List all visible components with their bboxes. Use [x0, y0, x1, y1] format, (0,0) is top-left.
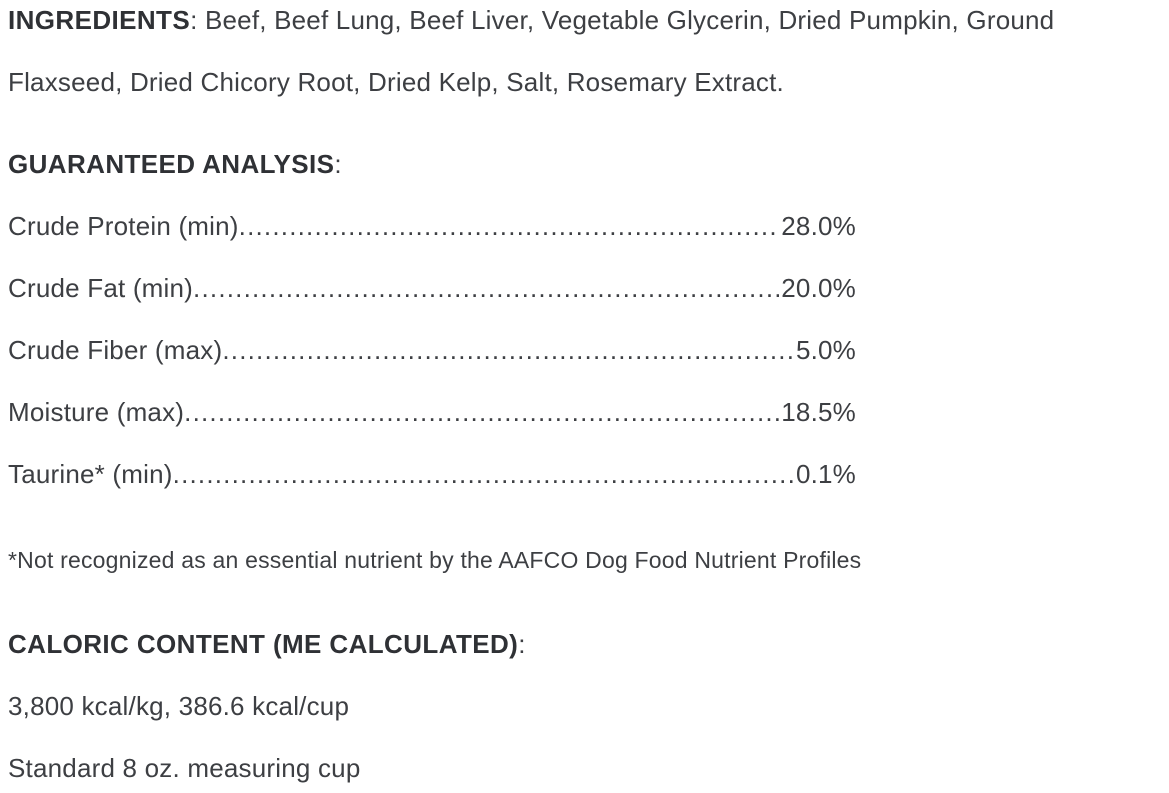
ingredients-heading: INGREDIENTS [8, 5, 191, 35]
ingredients-separator: : [190, 5, 205, 35]
guaranteed-analysis-heading: GUARANTEED ANALYSIS [8, 149, 335, 179]
aafco-footnote: *Not recognized as an essential nutrient… [8, 547, 862, 573]
nutrient-value: 18.5% [779, 381, 856, 443]
nutrient-label: Crude Fiber (max) [8, 335, 223, 365]
nutrient-label: Crude Fat (min) [8, 273, 194, 303]
table-row: Crude Fat (min).........................… [8, 257, 856, 319]
table-row: Crude Fiber (max).......................… [8, 319, 856, 381]
nutrient-label: Moisture (max) [8, 397, 185, 427]
guaranteed-analysis-colon: : [334, 149, 342, 179]
nutrient-value: 28.0% [779, 195, 856, 257]
caloric-energy-line: 3,800 kcal/kg, 386.6 kcal/cup [8, 691, 350, 721]
measuring-cup-line: Standard 8 oz. measuring cup [8, 753, 361, 783]
dot-leader: ........................................… [222, 335, 856, 365]
guaranteed-analysis-table: Crude Protein (min).....................… [8, 195, 1161, 505]
dot-leader: ........................................… [193, 273, 856, 303]
nutrient-value: 20.0% [779, 257, 856, 319]
nutrient-label: Crude Protein (min) [8, 211, 239, 241]
nutrient-label: Taurine* (min) [8, 459, 173, 489]
caloric-content-heading: CALORIC CONTENT (ME CALCULATED) [8, 629, 519, 659]
table-row: Taurine* (min)..........................… [8, 443, 856, 505]
dot-leader: ........................................… [184, 397, 856, 427]
ingredients-paragraph: INGREDIENTS: Beef, Beef Lung, Beef Liver… [8, 0, 1161, 113]
table-row: Moisture (max)..........................… [8, 381, 856, 443]
dot-leader: ........................................… [172, 459, 856, 489]
nutrient-value: 0.1% [793, 443, 856, 505]
ingredients-list: Beef, Beef Lung, Beef Liver, Vegetable G… [8, 5, 1055, 97]
nutrient-value: 5.0% [793, 319, 856, 381]
table-row: Crude Protein (min).....................… [8, 195, 856, 257]
guaranteed-analysis-heading-line: GUARANTEED ANALYSIS: [8, 133, 1161, 195]
caloric-content-colon: : [518, 629, 526, 659]
caloric-content-heading-line: CALORIC CONTENT (ME CALCULATED): [8, 613, 1161, 675]
dot-leader: ........................................… [238, 211, 856, 241]
